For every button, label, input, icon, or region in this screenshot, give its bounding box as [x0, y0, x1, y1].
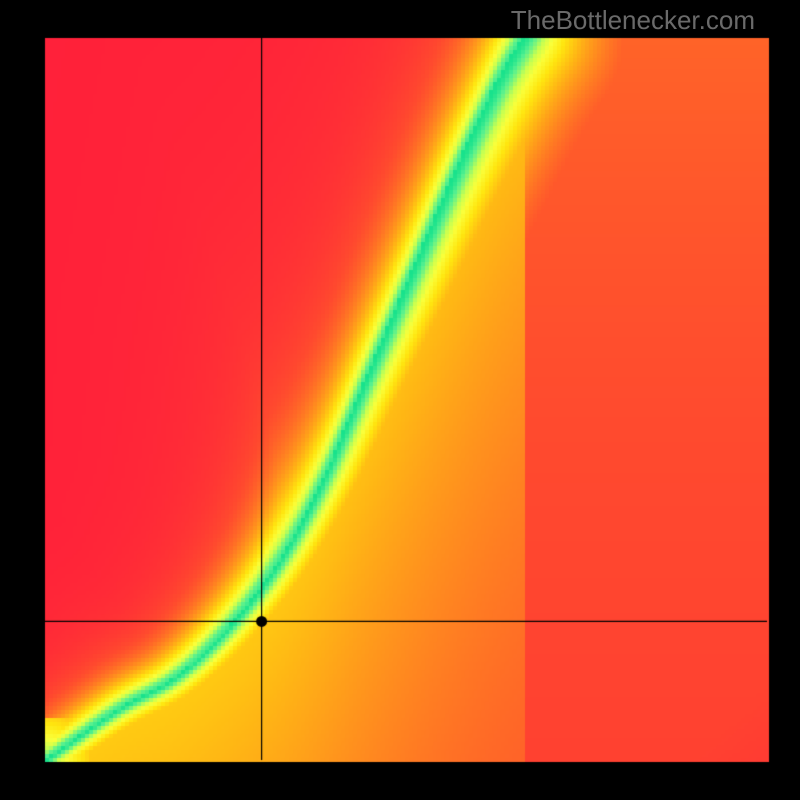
bottleneck-heatmap [0, 0, 800, 800]
attribution-text: TheBottlenecker.com [511, 5, 755, 36]
